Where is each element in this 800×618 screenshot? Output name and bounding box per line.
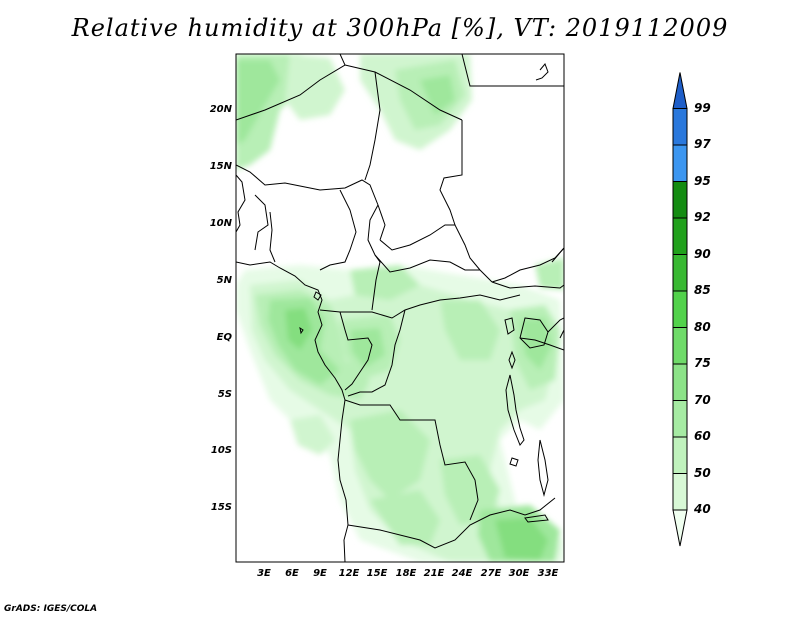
- humidity-patch: [285, 54, 345, 120]
- border: [379, 224, 493, 283]
- colorbar-segment: [672, 217, 688, 255]
- humidity-patch: [350, 265, 420, 300]
- humidity-patch: [370, 490, 440, 545]
- coastline: [236, 174, 349, 562]
- lat-label-15n: 15N: [209, 161, 232, 172]
- border: [519, 337, 564, 351]
- colorbar-segment: [672, 436, 688, 474]
- credit-text: GrADS: IGES/COLA: [4, 604, 98, 614]
- humidity-patch: [290, 415, 335, 455]
- border: [364, 71, 381, 181]
- border: [319, 294, 521, 319]
- border: [319, 189, 357, 271]
- border: [461, 54, 564, 87]
- colorbar-label: 50: [694, 465, 711, 480]
- lake-tanganyika: [505, 374, 525, 446]
- colorbar-label: 99: [694, 100, 711, 115]
- border: [344, 399, 479, 521]
- humidity-field: [236, 54, 564, 562]
- lake-kivu: [508, 350, 516, 370]
- border: [236, 164, 386, 241]
- colorbar-label: 92: [694, 210, 711, 224]
- border: [339, 311, 373, 391]
- lat-label-20n: 20N: [209, 104, 232, 115]
- lat-label-10s: 10S: [210, 445, 232, 456]
- lat-label-5n: 5N: [216, 275, 232, 286]
- lon-label-18e: 18E: [395, 568, 417, 579]
- humidity-patch: [520, 318, 552, 370]
- colorbar-segment: [672, 72, 688, 109]
- lake: [509, 457, 519, 467]
- colorbar-segment: [672, 363, 688, 401]
- border: [491, 281, 564, 289]
- border: [236, 54, 346, 121]
- colorbar: [672, 72, 688, 547]
- humidity-patch: [535, 258, 564, 290]
- colorbar-segment: [672, 290, 688, 328]
- border: [547, 317, 564, 333]
- colorbar-segment: [672, 327, 688, 365]
- map-frame: [235, 53, 565, 563]
- border: [439, 120, 463, 226]
- humidity-patch: [350, 410, 430, 500]
- humidity-patch: [440, 455, 500, 525]
- colorbar-label: 60: [694, 429, 711, 443]
- colorbar-segment: [672, 473, 688, 511]
- lon-label-9e: 9E: [313, 568, 327, 579]
- lon-label-6e: 6E: [285, 568, 299, 579]
- border: [344, 64, 463, 121]
- border: [374, 254, 480, 273]
- lon-label-24e: 24E: [451, 568, 473, 579]
- colorbar-label: 80: [694, 319, 711, 334]
- colorbar-label: 95: [694, 173, 711, 188]
- colorbar-segment: [672, 400, 688, 438]
- lake: [504, 317, 515, 335]
- colorbar-label: 90: [694, 246, 711, 261]
- humidity-patch: [350, 328, 385, 368]
- lon-label-30e: 30E: [508, 568, 530, 579]
- island: [299, 326, 304, 335]
- colorbar-segment: [672, 108, 688, 146]
- lon-label-3e: 3E: [257, 568, 271, 579]
- chart-title: Relative humidity at 300hPa [%], VT: 201…: [71, 14, 729, 42]
- lat-label-eq: EQ: [216, 332, 232, 343]
- colorbar-segment: [672, 509, 688, 547]
- colorbar-label: 75: [694, 356, 711, 370]
- coastline: [535, 63, 549, 81]
- island: [313, 291, 322, 301]
- lon-label-33e: 33E: [537, 568, 559, 579]
- border: [269, 211, 276, 263]
- colorbar-label: 97: [694, 137, 711, 151]
- colorbar-segment: [672, 254, 688, 292]
- humidity-patch: [440, 300, 500, 360]
- humidity-patch: [420, 75, 455, 115]
- border: [347, 497, 556, 549]
- lat-label-15s: 15S: [210, 502, 232, 513]
- lat-label-10n: 10N: [209, 218, 232, 229]
- humidity-patch: [285, 308, 312, 350]
- border: [491, 247, 564, 283]
- colorbar-segment: [672, 181, 688, 219]
- lon-label-12e: 12E: [338, 568, 360, 579]
- colorbar-label: 40: [694, 502, 711, 516]
- lon-label-27e: 27E: [480, 568, 502, 579]
- humidity-patch: [495, 518, 548, 560]
- coastlines-borders: [236, 54, 564, 562]
- colorbar-segment: [672, 144, 688, 182]
- humidity-patch: [236, 60, 280, 145]
- border: [347, 309, 406, 397]
- lat-label-5s: 5S: [217, 389, 232, 400]
- colorbar-label: 70: [694, 392, 711, 407]
- lake-malawi: [537, 439, 549, 497]
- lon-label-21e: 21E: [423, 568, 445, 579]
- lake: [524, 514, 549, 523]
- lon-label-15e: 15E: [366, 568, 388, 579]
- colorbar-label: 85: [694, 283, 711, 297]
- border: [254, 194, 269, 251]
